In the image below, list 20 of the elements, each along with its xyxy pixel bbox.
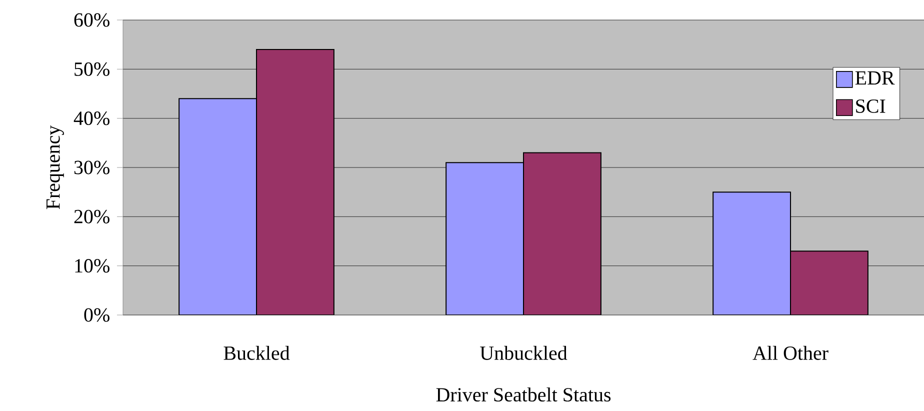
bar	[178, 98, 258, 315]
y-tick-label: 20%	[74, 210, 110, 224]
y-tick-label: 50%	[74, 62, 110, 76]
bar	[712, 192, 792, 315]
y-tick-label: 60%	[74, 13, 110, 27]
bar	[523, 152, 602, 315]
bar	[256, 49, 334, 315]
y-tick-label: 10%	[75, 259, 110, 273]
y-tick-label: 30%	[74, 160, 110, 174]
y-tick-label: 40%	[74, 112, 110, 126]
legend-label: EDR	[855, 71, 895, 85]
bar	[446, 162, 524, 315]
x-tick-label: All Other	[752, 346, 828, 360]
x-tick-label: Unbuckled	[480, 346, 568, 360]
bar	[790, 250, 868, 315]
y-axis-title: Frequency	[46, 125, 64, 210]
legend-label: SCI	[856, 99, 886, 113]
x-axis-title: Driver Seatbelt Status	[436, 387, 611, 402]
y-tick-label: 0%	[84, 308, 110, 322]
x-tick-label: Buckled	[224, 346, 290, 360]
